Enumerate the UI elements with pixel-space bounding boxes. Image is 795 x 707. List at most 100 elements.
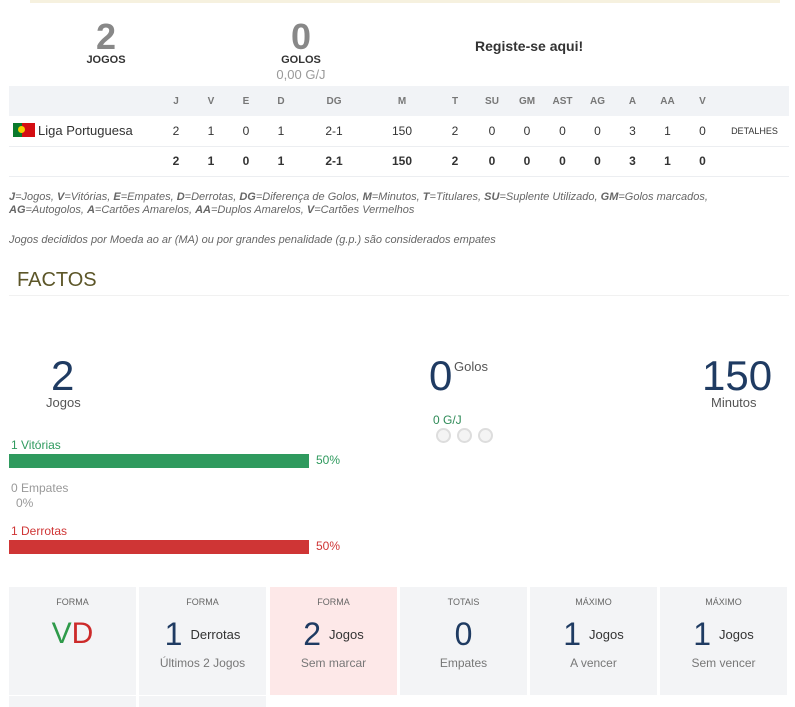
total-cell: 0 bbox=[545, 146, 580, 177]
table-cell: 0 bbox=[229, 116, 263, 147]
card-title: TOTAIS bbox=[447, 597, 480, 607]
summary-games: 2 JOGOS bbox=[66, 16, 146, 67]
legend-abbr: SU bbox=[484, 191, 500, 203]
total-cell: 0 bbox=[580, 146, 615, 177]
legend-desc: =Minutos, bbox=[371, 191, 423, 203]
facts-title: FACTOS bbox=[17, 269, 97, 291]
card-word: Jogos bbox=[719, 626, 754, 642]
legend-abbr: AA bbox=[195, 204, 211, 216]
legend-desc: =Jogos, bbox=[15, 191, 58, 203]
card-max-winning: MÁXIMO 1 Jogos A vencer bbox=[530, 587, 657, 695]
summary-games-label: JOGOS bbox=[86, 54, 126, 66]
table-header: M bbox=[369, 86, 435, 116]
table-cell: 0 bbox=[685, 116, 720, 147]
form-win-letter: V bbox=[51, 617, 72, 650]
goal-balls bbox=[436, 428, 499, 448]
table-header: SU bbox=[475, 86, 509, 116]
card-number: 1 bbox=[693, 616, 712, 652]
table-header-competition bbox=[9, 86, 159, 116]
card-next-row bbox=[9, 696, 136, 707]
table-cell: 2-1 bbox=[299, 116, 369, 147]
table-header: A bbox=[615, 86, 650, 116]
table-header: DG bbox=[299, 86, 369, 116]
portugal-flag-icon bbox=[13, 123, 35, 138]
wins-percentage: 50% bbox=[316, 453, 341, 467]
total-cell: 1 bbox=[650, 146, 685, 177]
legend-abbr: A bbox=[86, 204, 95, 216]
total-cell: 0 bbox=[475, 146, 509, 177]
summary-games-value: 2 bbox=[95, 16, 117, 57]
card-form-no-goals: FORMA 2 Jogos Sem marcar bbox=[270, 587, 397, 695]
legend-abbr: E bbox=[113, 191, 121, 203]
summary-goals-value: 0 bbox=[290, 16, 312, 57]
football-icon bbox=[436, 428, 451, 443]
summary-goals: 0 GOLOS 0,00 G/J bbox=[261, 16, 341, 83]
card-subtitle: Empates bbox=[439, 656, 488, 670]
total-cell: 0 bbox=[685, 146, 720, 177]
table-cell: 2 bbox=[159, 116, 193, 147]
legend-desc: =Titulares, bbox=[429, 191, 485, 203]
facts-goals-value: 0 bbox=[429, 352, 453, 399]
total-cell: 1 bbox=[193, 146, 229, 177]
wins-label: 1 Vitórias bbox=[11, 438, 61, 452]
table-cell: 0 bbox=[545, 116, 580, 147]
details-link[interactable]: DETALHES bbox=[720, 116, 789, 147]
table-header: AST bbox=[545, 86, 580, 116]
card-title: FORMA bbox=[56, 597, 89, 607]
competition-cell[interactable]: Liga Portuguesa bbox=[9, 116, 159, 147]
total-cell: 150 bbox=[369, 146, 435, 177]
legend-abbr: AG bbox=[9, 204, 26, 216]
facts-minutes-label: Minutos bbox=[711, 395, 757, 410]
legend-desc: =Empates, bbox=[120, 191, 177, 203]
legend-desc: =Duplos Amarelos, bbox=[210, 204, 307, 216]
card-form-losses: FORMA 1 Derrotas Últimos 2 Jogos bbox=[139, 587, 266, 695]
table-header-details bbox=[720, 86, 789, 116]
table-total-row: 2 1 0 1 2-1 150 2 0 0 0 0 3 1 0 bbox=[9, 146, 789, 177]
card-number: 0 bbox=[454, 616, 473, 652]
facts-games-label: Jogos bbox=[46, 395, 81, 410]
total-cell: 1 bbox=[263, 146, 299, 177]
card-title: FORMA bbox=[317, 597, 350, 607]
card-number: 2 bbox=[303, 616, 322, 652]
summary-goals-label: GOLOS bbox=[281, 54, 321, 66]
card-number: 1 bbox=[164, 616, 183, 652]
facts-goals-label: Golos bbox=[454, 359, 488, 374]
football-icon bbox=[457, 428, 472, 443]
facts-goals-per-game: 0 G/J bbox=[433, 413, 462, 427]
legend-desc: =Derrotas, bbox=[184, 191, 240, 203]
card-main: 1 Derrotas bbox=[139, 617, 266, 651]
competition-name: Liga Portuguesa bbox=[38, 123, 133, 139]
table-cell: 1 bbox=[193, 116, 229, 147]
register-link[interactable]: Registe-se aqui! bbox=[475, 38, 584, 54]
legend-abbr: V bbox=[57, 191, 65, 203]
table-cell: 0 bbox=[509, 116, 545, 147]
legend-abbr: V bbox=[306, 204, 315, 216]
facts-games-value: 2 bbox=[51, 352, 75, 399]
facts-divider bbox=[9, 295, 789, 296]
legend-desc: =Cartões Vermelhos bbox=[314, 204, 415, 216]
losses-bar bbox=[9, 540, 309, 554]
total-empty-cell bbox=[720, 146, 789, 177]
form-loss-letter: D bbox=[71, 617, 94, 650]
losses-label: 1 Derrotas bbox=[11, 524, 68, 538]
legend-desc: =Diferença de Golos, bbox=[255, 191, 363, 203]
legend-desc: =Suplente Utilizado, bbox=[499, 191, 601, 203]
stats-table: J V E D DG M T SU GM AST AG A AA V Liga … bbox=[9, 86, 789, 177]
card-number: 1 bbox=[563, 616, 582, 652]
abbreviation-legend: J=Jogos, V=Vitórias, E=Empates, D=Derrot… bbox=[9, 191, 779, 217]
legend-abbr: D bbox=[176, 191, 185, 203]
card-title: MÁXIMO bbox=[575, 597, 612, 607]
total-cell: 2 bbox=[159, 146, 193, 177]
legend-abbr: T bbox=[422, 191, 430, 203]
card-main: 2 Jogos bbox=[270, 617, 397, 651]
table-row: Liga Portuguesa 2 1 0 1 2-1 150 2 0 0 0 … bbox=[9, 116, 789, 147]
summary-goals-per-game: 0,00 G/J bbox=[276, 67, 326, 82]
total-cell: 2 bbox=[435, 146, 475, 177]
total-cell: 2-1 bbox=[299, 146, 369, 177]
card-main: 0 bbox=[400, 617, 527, 651]
card-max-unbeaten: MÁXIMO 1 Jogos Sem vencer bbox=[660, 587, 787, 695]
total-cell: 0 bbox=[229, 146, 263, 177]
